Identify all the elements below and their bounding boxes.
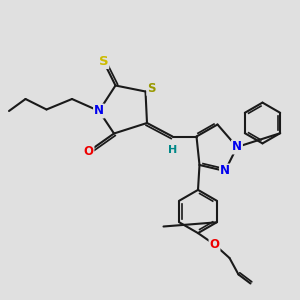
Text: N: N: [220, 164, 230, 178]
Text: N: N: [94, 104, 104, 118]
Text: O: O: [209, 238, 220, 251]
Text: N: N: [232, 140, 242, 154]
Text: S: S: [147, 82, 156, 95]
Text: S: S: [99, 55, 108, 68]
Text: H: H: [168, 145, 177, 155]
Text: O: O: [83, 145, 94, 158]
